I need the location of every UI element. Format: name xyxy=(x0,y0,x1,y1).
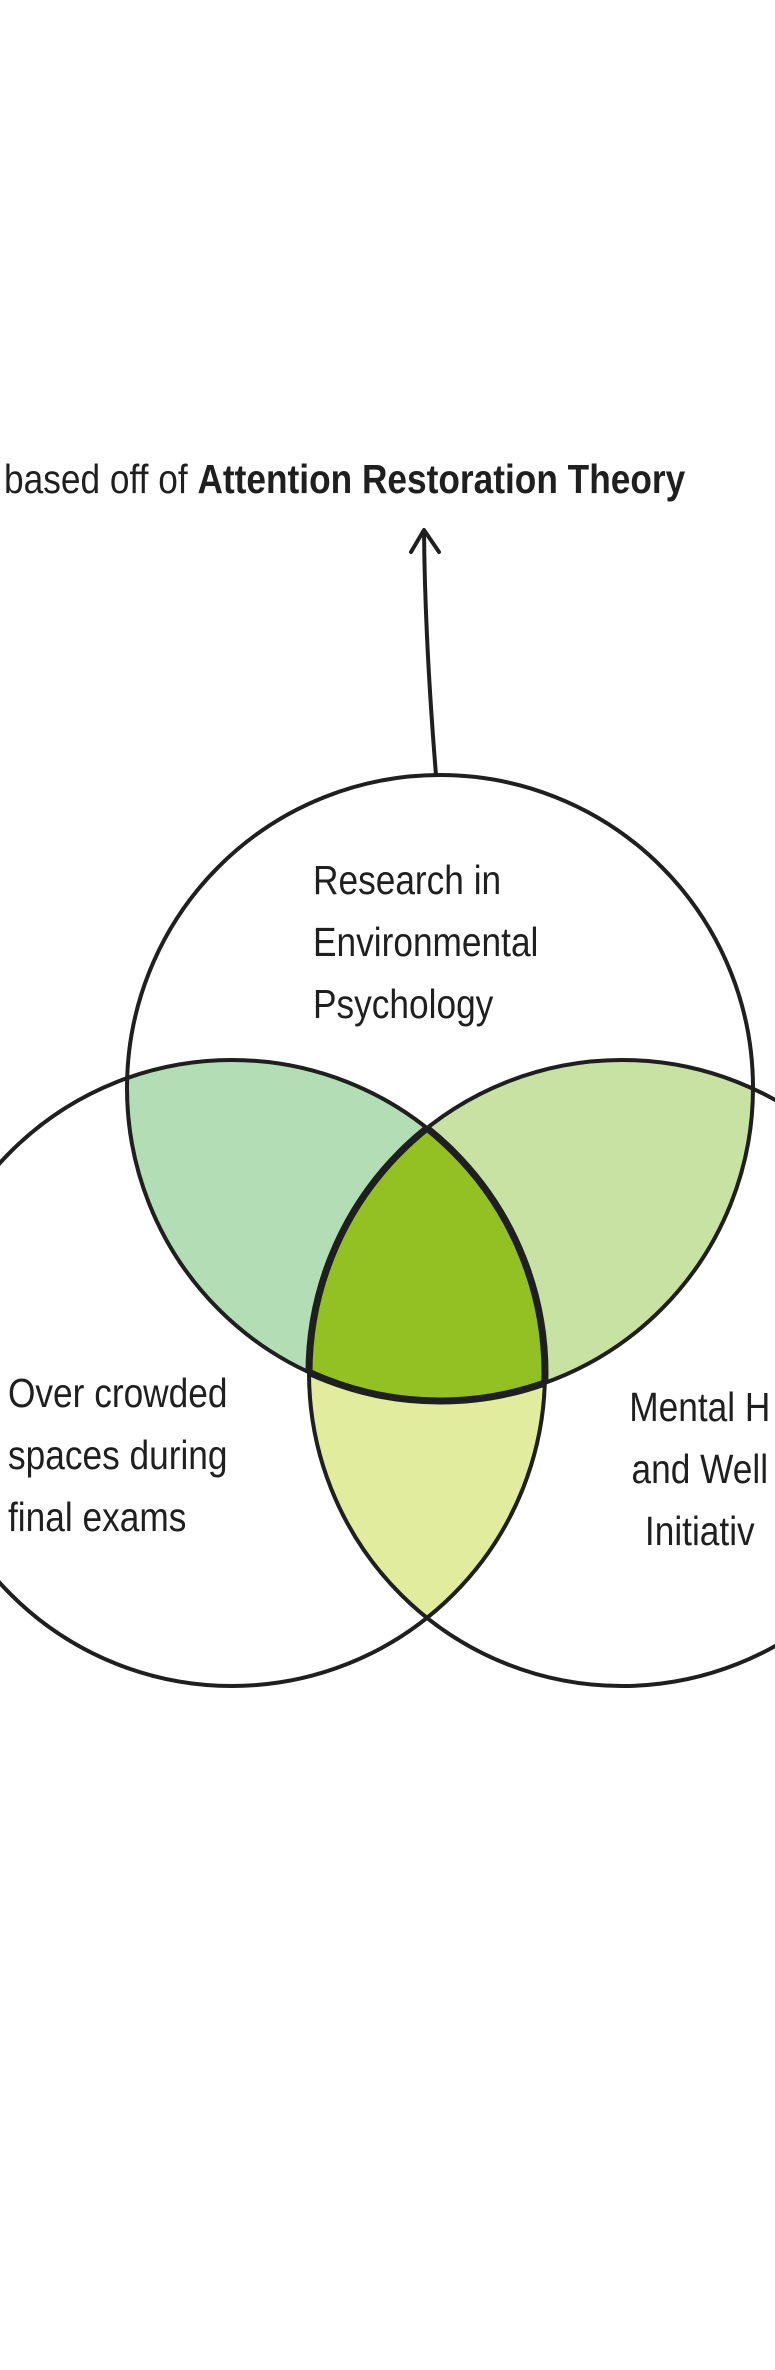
arrowhead-icon xyxy=(409,528,441,554)
theory-prefix: based off of xyxy=(4,456,188,502)
theory-name: Attention Restoration Theory xyxy=(197,456,686,502)
circle-left-line: spaces during xyxy=(8,1432,228,1478)
circle-right-line: Initiativ xyxy=(644,1508,755,1554)
circle-right-line: Mental H xyxy=(629,1384,771,1430)
circle-top-line: Research in xyxy=(313,857,502,903)
overlap-center xyxy=(309,1060,545,1401)
circle-right-label: Mental H and Well Initiativ xyxy=(588,1376,775,1562)
circle-top-label: Research in Environmental Psychology xyxy=(313,849,538,1035)
circle-left-label: Over crowded spaces during final exams xyxy=(8,1362,228,1548)
circle-top-line: Psychology xyxy=(313,981,494,1027)
circle-top-line: Environmental xyxy=(313,919,539,965)
circle-left-line: final exams xyxy=(8,1494,187,1540)
theory-caption: based off of Attention Restoration Theor… xyxy=(4,448,685,510)
circle-left-line: Over crowded xyxy=(8,1370,228,1416)
circle-right-line: and Well xyxy=(631,1446,769,1492)
arrow-line xyxy=(422,530,438,777)
